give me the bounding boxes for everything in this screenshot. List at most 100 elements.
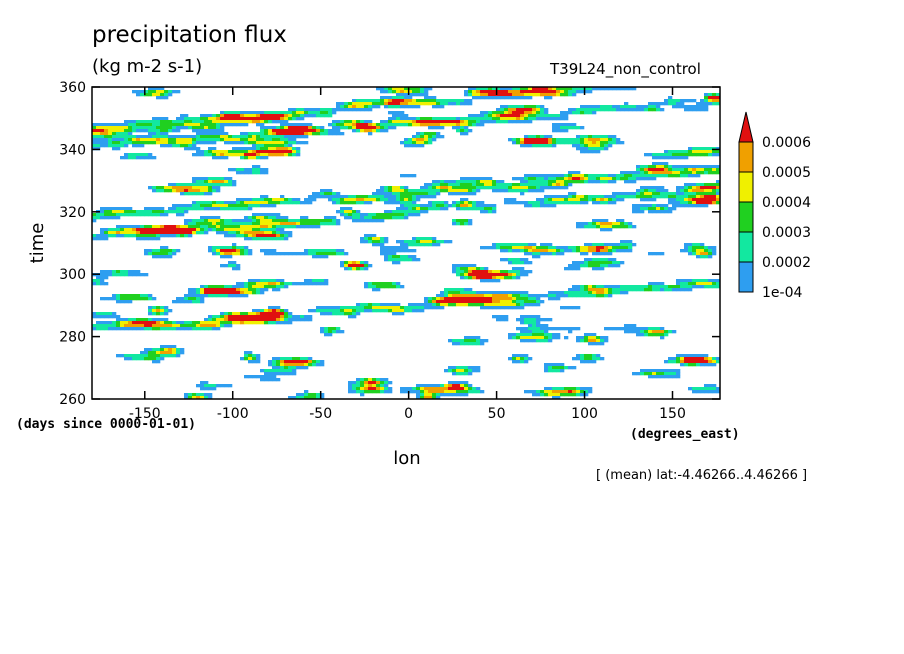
precip-cell bbox=[196, 120, 201, 124]
precip-cell bbox=[256, 237, 261, 241]
precip-cell bbox=[204, 180, 209, 184]
precip-cell bbox=[96, 312, 101, 316]
precip-cell bbox=[588, 138, 593, 142]
precip-cell bbox=[368, 387, 373, 391]
precip-cell bbox=[400, 390, 405, 394]
precip-cell bbox=[584, 339, 589, 343]
precip-cell bbox=[412, 195, 417, 199]
precip-cell bbox=[600, 195, 605, 199]
precip-cell bbox=[560, 138, 565, 142]
precip-cell bbox=[492, 210, 497, 214]
precip-cell bbox=[524, 273, 529, 277]
precip-cell bbox=[296, 201, 301, 205]
precip-cell bbox=[136, 144, 141, 148]
precip-cell bbox=[372, 123, 377, 127]
precip-cell bbox=[432, 204, 437, 208]
precip-cell bbox=[252, 321, 257, 325]
precip-cell bbox=[92, 234, 97, 238]
precip-cell bbox=[528, 141, 533, 145]
precip-cell bbox=[628, 243, 633, 247]
precip-cell bbox=[344, 195, 349, 199]
precip-cell bbox=[252, 165, 257, 169]
precip-cell bbox=[580, 90, 585, 94]
precip-cell bbox=[404, 96, 409, 100]
precip-cell bbox=[436, 123, 441, 127]
precip-cell bbox=[144, 123, 149, 127]
precip-cell bbox=[392, 255, 397, 259]
precip-cell bbox=[416, 102, 421, 106]
precip-cell bbox=[340, 312, 345, 316]
precip-cell bbox=[156, 132, 161, 136]
precip-cell bbox=[212, 228, 217, 232]
precip-cell bbox=[696, 147, 701, 151]
precip-cell bbox=[364, 384, 369, 388]
precip-cell bbox=[536, 315, 541, 319]
precip-cell bbox=[208, 285, 213, 289]
precip-cell bbox=[232, 294, 237, 298]
precip-cell bbox=[600, 177, 605, 181]
precip-cell bbox=[580, 135, 585, 139]
precip-cell bbox=[224, 252, 229, 256]
precip-cell bbox=[520, 192, 525, 196]
precip-cell bbox=[500, 108, 505, 112]
precip-cell bbox=[116, 123, 121, 127]
precip-cell bbox=[124, 321, 129, 325]
precip-cell bbox=[104, 282, 109, 286]
precip-cell bbox=[96, 282, 101, 286]
precip-cell bbox=[572, 141, 577, 145]
precip-cell bbox=[624, 195, 629, 199]
precip-cell bbox=[712, 102, 717, 106]
precip-cell bbox=[672, 192, 677, 196]
precip-cell bbox=[568, 174, 573, 178]
precip-cell bbox=[716, 168, 721, 172]
precip-cell bbox=[596, 222, 601, 226]
precip-cell bbox=[244, 312, 249, 316]
precip-cell bbox=[572, 267, 577, 271]
precip-cell bbox=[556, 327, 561, 331]
precip-cell bbox=[368, 390, 373, 394]
precip-cell bbox=[200, 288, 205, 292]
precip-cell bbox=[264, 219, 269, 223]
precip-cell bbox=[416, 138, 421, 142]
precip-cell bbox=[428, 132, 433, 136]
precip-cell bbox=[496, 96, 501, 100]
chart-units: (kg m-2 s-1) bbox=[92, 56, 203, 77]
precip-cell bbox=[672, 288, 677, 292]
precip-cell bbox=[508, 261, 513, 265]
precip-cell bbox=[620, 192, 625, 196]
precip-cell bbox=[476, 114, 481, 118]
precip-cell bbox=[240, 222, 245, 226]
precip-cell bbox=[592, 144, 597, 148]
precip-cell bbox=[264, 312, 269, 316]
precip-cell bbox=[224, 234, 229, 238]
precip-cell bbox=[336, 126, 341, 130]
precip-cell bbox=[484, 306, 489, 310]
precip-cell bbox=[304, 393, 309, 397]
precip-cell bbox=[212, 321, 217, 325]
precip-cell bbox=[528, 120, 533, 124]
precip-cell bbox=[504, 297, 509, 301]
precip-cell bbox=[388, 201, 393, 205]
precip-cell bbox=[372, 219, 377, 223]
precip-cell bbox=[580, 105, 585, 109]
precip-cell bbox=[144, 354, 149, 358]
precip-cell bbox=[376, 240, 381, 244]
precip-cell bbox=[240, 315, 245, 319]
precip-cell bbox=[536, 393, 541, 397]
precip-cell bbox=[276, 120, 281, 124]
precip-cell bbox=[612, 177, 617, 181]
precip-cell bbox=[264, 318, 269, 322]
precip-cell bbox=[248, 138, 253, 142]
precip-cell bbox=[152, 318, 157, 322]
precip-cell bbox=[124, 228, 129, 232]
precip-cell bbox=[472, 276, 477, 280]
precip-cell bbox=[320, 249, 325, 253]
precip-cell bbox=[140, 237, 145, 241]
precip-cell bbox=[424, 141, 429, 145]
precip-cell bbox=[204, 186, 209, 190]
precip-cell bbox=[596, 339, 601, 343]
precip-cell bbox=[284, 216, 289, 220]
precip-cell bbox=[520, 306, 525, 310]
precip-cell bbox=[536, 252, 541, 256]
precip-cell bbox=[504, 315, 509, 319]
